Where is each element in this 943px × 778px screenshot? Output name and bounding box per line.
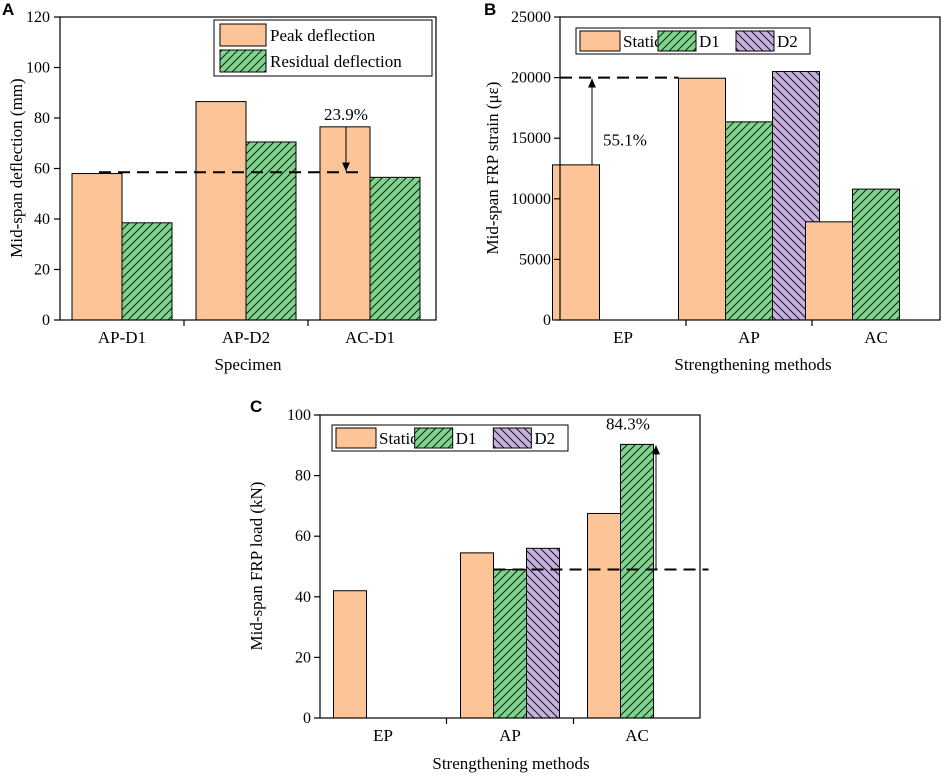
legend-swatch (657, 30, 697, 52)
bar-residual-deflection-ac-d1 (369, 176, 421, 321)
bar-d1-ap (725, 121, 773, 321)
bar-residual-deflection-ap-d2 (245, 141, 297, 321)
x-axis-title: Strengthening methods (674, 355, 831, 374)
x-category-label: AP (499, 726, 521, 745)
legend-swatch (335, 427, 377, 449)
plot-frame (319, 414, 701, 719)
bar-d1-ac (852, 188, 900, 321)
bar-d2-ap (526, 547, 560, 719)
panel-letter: B (484, 0, 496, 19)
annotation-label: 23.9% (324, 105, 368, 124)
x-category-label: AC-D1 (345, 328, 395, 347)
y-tick-label: 0 (42, 312, 50, 329)
y-tick-label: 5000 (519, 251, 551, 268)
annotation-label: 84.3% (606, 414, 650, 433)
bar-static-ap (460, 552, 494, 719)
panel-c: C 0 20 40 60 80 100 EP AP AC Strengthening methods… (247, 397, 709, 773)
panel-letter: C (250, 397, 262, 416)
y-tick-label: 0 (543, 312, 551, 329)
x-category-label: AC (625, 726, 649, 745)
legend-label: Static (379, 429, 418, 448)
bar-static-ep (333, 590, 367, 719)
legend-swatch (492, 427, 532, 449)
x-category-label: EP (613, 328, 633, 347)
bar-peak-deflection-ap-d1 (71, 173, 123, 321)
legend-label: Residual deflection (270, 52, 402, 71)
y-tick-label: 80 (295, 468, 311, 485)
panel-a: A 0 20 40 60 80 100 120 AP-D1 AP-D2 AC-D1 Specimen M… (2, 0, 437, 374)
y-tick-label: 80 (34, 110, 50, 127)
y-axis-title: Mid-span deflection (mm) (7, 78, 26, 257)
legend-swatch (579, 30, 621, 52)
bar-static-ap (678, 77, 726, 321)
bar-d1-ap (493, 569, 527, 719)
bar-static-ac (587, 512, 621, 719)
y-tick-label: 100 (26, 60, 50, 77)
y-tick-label: 10000 (511, 191, 551, 208)
annotation-label: 55.1% (603, 130, 647, 149)
y-tick-label: 25000 (511, 9, 551, 26)
x-axis-title: Strengthening methods (432, 754, 589, 773)
y-tick-label: 0 (303, 710, 311, 727)
legend-label: D1 (699, 32, 720, 51)
y-tick-label: 120 (26, 9, 50, 26)
plot-frame (559, 16, 941, 321)
y-tick-label: 40 (295, 589, 311, 606)
x-category-label: AP-D1 (98, 328, 146, 347)
y-tick-label: 100 (287, 407, 311, 424)
y-tick-label: 20000 (511, 70, 551, 87)
bar-static-ac (805, 221, 853, 321)
panel-b: B 0 5000 10000 15000 20000 25000 EP AP AC Strength… (483, 0, 941, 374)
legend-label: Static (623, 32, 662, 51)
y-tick-label: 60 (295, 528, 311, 545)
x-category-label: AC (864, 328, 888, 347)
y-tick-label: 60 (34, 161, 50, 178)
x-category-label: EP (373, 726, 393, 745)
y-axis-title: Mid-span FRP strain (με) (483, 82, 502, 255)
x-axis-title: Specimen (214, 355, 282, 374)
bar-d1-ac (620, 443, 654, 719)
y-tick-label: 20 (34, 262, 50, 279)
y-axis-title: Mid-span FRP load (kN) (247, 482, 266, 651)
bar-residual-deflection-ap-d1 (121, 222, 173, 321)
legend-swatch (219, 23, 267, 47)
legend-swatch (414, 427, 454, 449)
legend-swatch (735, 30, 775, 52)
panel-letter: A (2, 0, 14, 19)
bar-peak-deflection-ac-d1 (319, 126, 371, 321)
legend-label: D1 (456, 429, 477, 448)
legend-label: D2 (534, 429, 555, 448)
legend-swatch (219, 49, 267, 73)
x-category-label: AP (738, 328, 760, 347)
x-category-label: AP-D2 (222, 328, 270, 347)
y-tick-label: 20 (295, 649, 311, 666)
y-tick-label: 15000 (511, 130, 551, 147)
bar-peak-deflection-ap-d2 (195, 101, 247, 321)
legend-label: D2 (777, 32, 798, 51)
y-tick-label: 40 (34, 211, 50, 228)
legend-label: Peak deflection (270, 26, 376, 45)
